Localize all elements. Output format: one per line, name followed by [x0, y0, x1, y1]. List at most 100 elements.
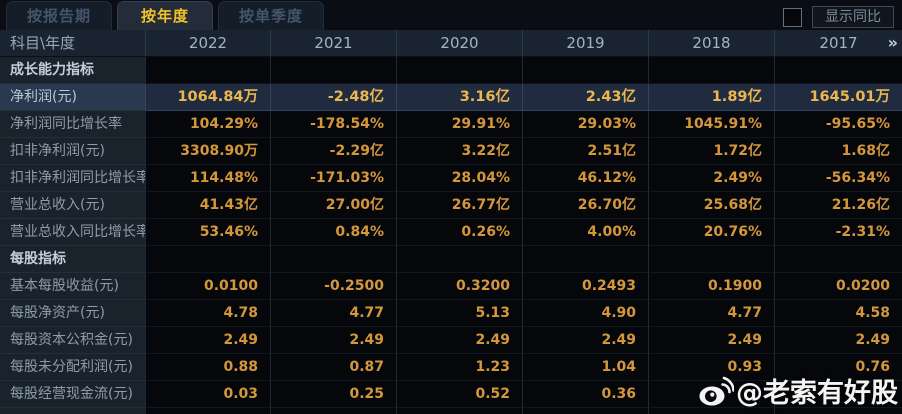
cell-value [145, 246, 270, 273]
cell-value: 29.91% [396, 111, 522, 138]
cell-value [648, 381, 774, 408]
table-row: 净利润(元) 1064.84万 -2.48亿 3.16亿 2.43亿 1.89亿 1645.… [0, 84, 902, 111]
row-label: 基本每股收益(元) [0, 273, 145, 300]
cell-value: 3.22亿 [396, 138, 522, 165]
tab-1[interactable]: 按年度 [117, 1, 213, 30]
cell-value: -2.31% [774, 219, 902, 246]
cell-value: 2.49 [522, 327, 648, 354]
cell-value: 1045.91% [648, 111, 774, 138]
cell-value: 29.03% [522, 111, 648, 138]
section-row: 成长能力指标 [0, 57, 902, 84]
row-label: 每股指标 [0, 246, 145, 273]
cell-value: 0.2493 [522, 273, 648, 300]
cell-value: 4.78 [145, 300, 270, 327]
cell-value: 4.58 [774, 300, 902, 327]
cell-value [270, 408, 396, 414]
cell-value: 4.77 [270, 300, 396, 327]
row-label: 扣非净利润(元) [0, 138, 145, 165]
row-label: 成长能力指标 [0, 57, 145, 84]
cell-value: 2.43亿 [522, 84, 648, 111]
yoy-controls: 显示同比 [783, 6, 894, 28]
cell-value [396, 408, 522, 414]
cell-value: 0.93 [648, 354, 774, 381]
period-tabs: 按报告期 按年度 按单季度 [0, 1, 324, 30]
cell-value: 0.52 [396, 381, 522, 408]
tab-0[interactable]: 按报告期 [6, 1, 112, 30]
cell-value: 4.90 [522, 300, 648, 327]
year-header-2021: 2021 [270, 30, 396, 57]
cell-value: 2.49 [648, 327, 774, 354]
cell-value: 0.76 [774, 354, 902, 381]
more-years-icon[interactable]: » [887, 33, 898, 52]
year-header-2019: 2019 [522, 30, 648, 57]
cell-value: 20.76% [648, 219, 774, 246]
cell-value: 1.68亿 [774, 138, 902, 165]
cell-value [774, 246, 902, 273]
cell-value: 0.84% [270, 219, 396, 246]
cell-value: -2.48亿 [270, 84, 396, 111]
cell-value [270, 246, 396, 273]
year-header-2020: 2020 [396, 30, 522, 57]
cell-value: 0.88 [145, 354, 270, 381]
year-header-2017: 2017» [774, 30, 902, 57]
table-row: 净利润同比增长率 104.29% -178.54% 29.91% 29.03% 1045.… [0, 111, 902, 138]
cell-value [145, 408, 270, 414]
cell-value: -171.03% [270, 165, 396, 192]
cell-value: 0.25 [270, 381, 396, 408]
cell-value: 2.49 [145, 327, 270, 354]
cell-value: -56.34% [774, 165, 902, 192]
tab-2[interactable]: 按单季度 [218, 1, 324, 30]
cell-value: 4.00% [522, 219, 648, 246]
row-label: 每股经营现金流(元) [0, 381, 145, 408]
row-label: 营业总收入同比增长率 [0, 219, 145, 246]
cell-value: 0.36 [522, 381, 648, 408]
financial-metrics-table: 科目\年度 2022 2021 2020 2019 2018 2017» 成长能力指标 净利… [0, 30, 902, 414]
cell-value: -0.2500 [270, 273, 396, 300]
cell-value: 53.46% [145, 219, 270, 246]
cell-value: 4.77 [648, 300, 774, 327]
cell-value: 46.12% [522, 165, 648, 192]
cell-value: 1064.84万 [145, 84, 270, 111]
row-label: 净利润同比增长率 [0, 111, 145, 138]
cell-value: -2.29亿 [270, 138, 396, 165]
table-row: 扣非净利润(元) 3308.90万 -2.29亿 3.22亿 2.51亿 1.72亿 1.6… [0, 138, 902, 165]
cell-value: 28.04% [396, 165, 522, 192]
row-label: 每股净资产(元) [0, 300, 145, 327]
table-row: 每股经营现金流(元) 0.03 0.25 0.52 0.36 [0, 381, 902, 408]
cell-value [648, 246, 774, 273]
cell-value: 2.51亿 [522, 138, 648, 165]
cell-value: 2.49 [270, 327, 396, 354]
cell-value: 26.70亿 [522, 192, 648, 219]
cell-value: 1645.01万 [774, 84, 902, 111]
year-header-2022: 2022 [145, 30, 270, 57]
cell-value: 25.68亿 [648, 192, 774, 219]
cell-value [522, 246, 648, 273]
row-label: 净利润(元) [0, 84, 145, 111]
cell-value: 0.0100 [145, 273, 270, 300]
row-label: 扣非净利润同比增长率 [0, 165, 145, 192]
year-header-2018: 2018 [648, 30, 774, 57]
cell-value: 0.3200 [396, 273, 522, 300]
show-yoy-checkbox[interactable] [783, 7, 802, 27]
row-label: 每股未分配利润(元) [0, 354, 145, 381]
cell-value: -178.54% [270, 111, 396, 138]
cell-value [522, 57, 648, 84]
cell-value: 21.26亿 [774, 192, 902, 219]
show-yoy-label[interactable]: 显示同比 [812, 6, 894, 28]
section-row: 每股指标 [0, 246, 902, 273]
cell-value: 1.89亿 [648, 84, 774, 111]
cell-value [648, 408, 774, 414]
cell-value: 0.03 [145, 381, 270, 408]
row-label: 营业总收入(元) [0, 192, 145, 219]
table-row: 每股资本公积金(元) 2.49 2.49 2.49 2.49 2.49 2.49 [0, 327, 902, 354]
cell-value [648, 57, 774, 84]
table-row: 每股未分配利润(元) 0.88 0.87 1.23 1.04 0.93 0.76 [0, 354, 902, 381]
cell-value: 2.49% [648, 165, 774, 192]
cell-value: 5.13 [396, 300, 522, 327]
cell-value: 1.72亿 [648, 138, 774, 165]
cell-value: 0.0200 [774, 273, 902, 300]
clipped-next-row [0, 408, 902, 414]
table-row: 每股净资产(元) 4.78 4.77 5.13 4.90 4.77 4.58 [0, 300, 902, 327]
cell-value: 26.77亿 [396, 192, 522, 219]
cell-value: 41.43亿 [145, 192, 270, 219]
